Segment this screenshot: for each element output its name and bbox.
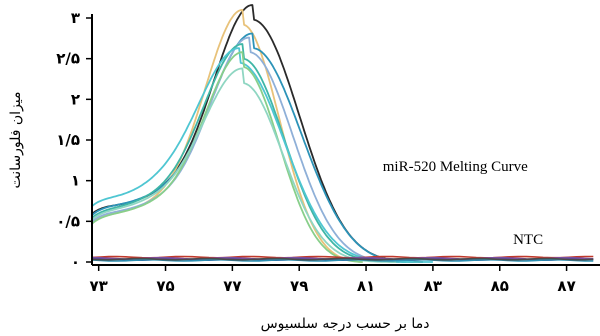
y-axis-label: میزان فلورسانت [8,91,24,188]
melting-curve-series [91,51,363,263]
x-tick-label: ۸۵ [491,277,509,295]
x-tick-label: ۸۷ [557,277,575,295]
melting-curve-series [91,67,397,263]
y-tick-label: ۱/۵ [56,131,80,149]
ntc-layer [91,255,594,262]
x-tick-label: ۸۱ [357,277,375,295]
x-tick-label: ۸۳ [424,277,442,295]
x-tick-label: ۷۳ [90,277,108,295]
y-tick-label: ۲/۵ [56,50,80,68]
series-layer [91,4,433,263]
y-tick-label: ۰ [71,253,80,271]
annotations: miR-520 Melting Curve NTC [383,159,543,248]
y-tick-label: ۲ [71,90,80,108]
y-tick-label: ۳ [71,9,80,27]
melting-curve-series [91,36,400,263]
y-tick-label: ۱ [71,172,80,190]
y-tick-label: ۰/۵ [56,212,80,230]
x-tick-label: ۷۵ [156,277,174,295]
x-axis-label: دما بر حسب درجه سلسیوس [261,316,430,332]
chart-annotation: NTC [513,232,543,248]
melting-curve-series [91,43,413,263]
x-tick-label: ۷۷ [223,277,241,295]
chart-annotation: miR-520 Melting Curve [383,159,528,175]
x-axis-ticks: ۷۳ ۷۵ ۷۷ ۷۹ ۸۱ ۸۳ ۸۵ ۸۷ [90,265,576,295]
x-tick-label: ۷۹ [290,277,308,295]
ntc-series-line [91,255,594,259]
ntc-series-line [91,257,594,261]
y-axis-ticks: ۰ ۰/۵ ۱ ۱/۵ ۲ ۲/۵ ۳ [56,9,92,271]
